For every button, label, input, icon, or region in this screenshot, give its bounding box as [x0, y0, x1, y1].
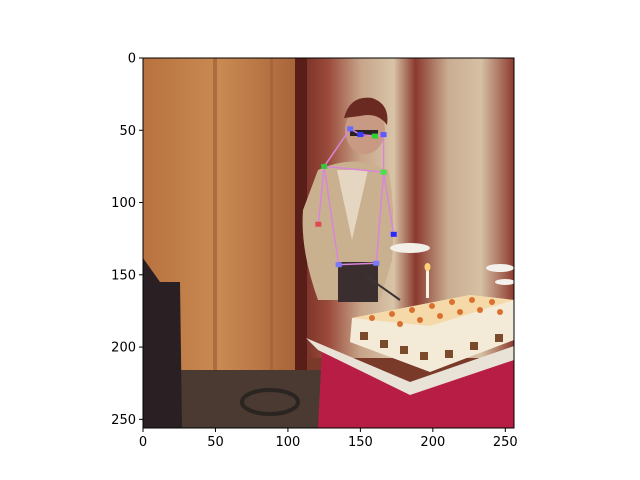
cake: [350, 263, 514, 372]
pose-limb: [338, 262, 377, 266]
x-tick-label: 50: [207, 435, 224, 450]
pose-limb: [375, 172, 385, 264]
y-tick-label: 200: [111, 341, 136, 356]
plate: [390, 243, 430, 253]
pose-limb: [382, 172, 395, 235]
pose-keypoint-elbow-left: [315, 221, 322, 227]
pose-keypoint-head-top: [347, 126, 354, 132]
x-tick-label: 250: [493, 435, 518, 450]
pose-keypoint-hip-left: [335, 262, 342, 268]
axes-frame: [142, 57, 515, 429]
pose-keypoint-eye-left: [357, 132, 364, 138]
knife: [365, 275, 401, 301]
x-tick-label: 200: [420, 435, 445, 450]
pose-limb: [317, 166, 325, 225]
y-tick-label: 250: [111, 413, 136, 428]
x-tick-label: 0: [139, 435, 147, 450]
pose-limb: [324, 165, 384, 173]
x-axis: 0 50 100 150 200 250: [139, 428, 518, 450]
pose-keypoint-eye-right: [371, 133, 378, 139]
pose-keypoint-wrist-right: [390, 231, 397, 237]
photo: [143, 58, 514, 428]
pose-keypoint-shoulder-left: [321, 163, 328, 169]
pose-limb: [323, 166, 340, 265]
pose-limb: [323, 128, 351, 167]
pose-keypoint-ear-right: [380, 132, 387, 138]
y-tick-label: 0: [128, 52, 136, 67]
pose-overlay: [315, 126, 397, 268]
x-tick-label: 100: [276, 435, 301, 450]
person: [302, 97, 394, 302]
pose-keypoint-shoulder-right: [380, 169, 387, 175]
y-axis: 0 50 100 150 200 250: [111, 52, 143, 428]
y-tick-label: 50: [119, 124, 136, 139]
pose-keypoint-hip-right: [373, 260, 380, 266]
x-tick-label: 150: [348, 435, 373, 450]
y-tick-label: 150: [111, 268, 136, 283]
y-tick-label: 100: [111, 196, 136, 211]
dark-object: [143, 258, 182, 428]
